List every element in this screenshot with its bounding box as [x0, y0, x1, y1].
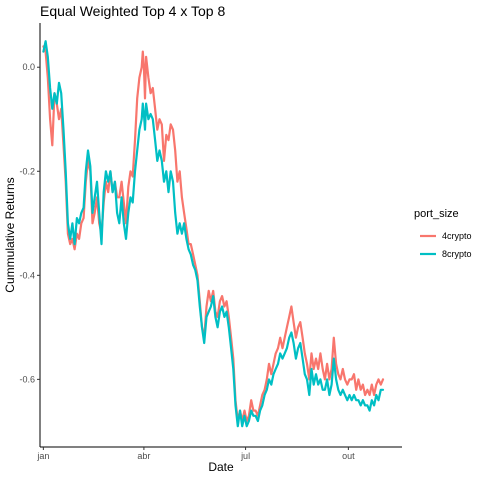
chart-title: Equal Weighted Top 4 x Top 8 [40, 3, 225, 19]
legend: port_size 4crypto 8crypto [414, 208, 472, 259]
y-tick-label: -0.4 [19, 270, 35, 280]
x-axis-title: Date [208, 460, 234, 474]
x-ticks: jan abr jul out [36, 447, 355, 461]
x-tick-label: jan [36, 451, 49, 461]
y-ticks: 0.0 -0.2 -0.4 -0.6 [19, 62, 40, 384]
series-line-4crypto [42, 45, 385, 423]
y-tick-label: 0.0 [22, 62, 35, 72]
x-tick-label: out [342, 451, 355, 461]
legend-label-8crypto: 8crypto [442, 249, 472, 259]
legend-title: port_size [414, 208, 459, 220]
x-tick-label: jul [240, 451, 250, 461]
legend-items: 4crypto 8crypto [420, 231, 472, 259]
y-tick-label: -0.6 [19, 374, 35, 384]
y-tick-label: -0.2 [19, 166, 35, 176]
x-tick-label: abr [137, 451, 150, 461]
series-line-8crypto [42, 40, 385, 428]
legend-label-4crypto: 4crypto [442, 231, 472, 241]
y-axis-title: Cummulative Returns [3, 177, 17, 292]
plot-area [42, 40, 385, 428]
